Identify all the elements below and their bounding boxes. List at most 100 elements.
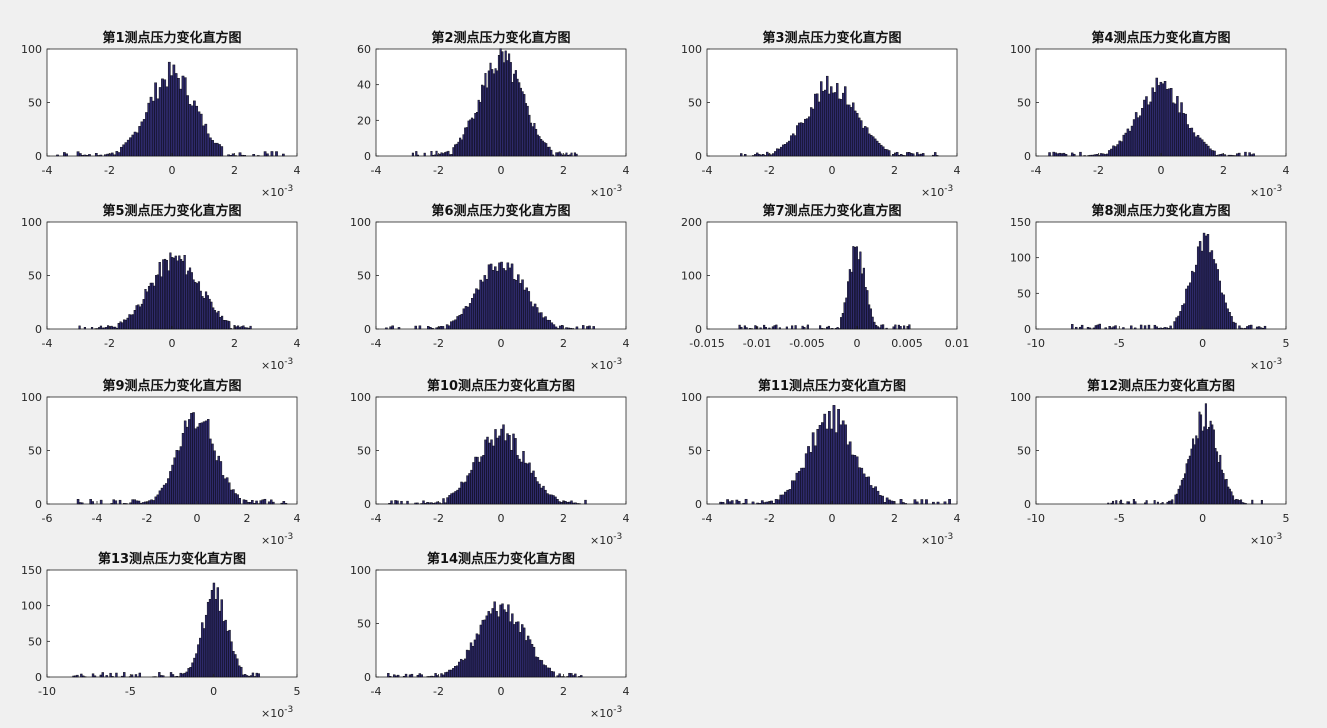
histogram-bar [253, 503, 256, 505]
histogram-bar [446, 497, 449, 505]
histogram-bar [465, 649, 469, 678]
histogram-bar [243, 155, 246, 157]
histogram-bar [454, 144, 457, 157]
histogram-bar [885, 497, 889, 505]
x-tick-label: -6 [42, 512, 53, 525]
y-tick-label: 60 [357, 43, 371, 56]
histogram-bar [827, 411, 831, 505]
histogram-bar [888, 499, 891, 505]
histogram-bar [850, 271, 853, 330]
histogram-bar [778, 148, 781, 157]
histogram-bar [497, 55, 501, 157]
histogram-bar [508, 435, 511, 505]
histogram-bar [162, 675, 165, 678]
histogram-bar [468, 473, 471, 505]
histogram-bar [197, 111, 201, 157]
histogram-bar [906, 152, 909, 157]
histogram-bar [460, 313, 464, 330]
histogram-bar [90, 327, 94, 330]
histogram-bar [118, 499, 122, 505]
histogram-bar [212, 307, 215, 330]
histogram-bar [229, 328, 233, 330]
histogram-bar [1192, 438, 1195, 505]
histogram-bar [464, 127, 467, 157]
histogram-bar [1212, 429, 1215, 505]
histogram-bar [508, 53, 511, 157]
y-tick-label: 0 [364, 150, 371, 163]
histogram-bar [167, 61, 171, 157]
histogram-bar [555, 152, 558, 157]
histogram-bar [1225, 478, 1228, 505]
histogram-bar [523, 289, 526, 330]
histogram-bar [876, 490, 880, 505]
histogram-bar [801, 325, 804, 330]
histogram-bar [1209, 420, 1212, 505]
x-tick-label: -2 [764, 164, 775, 177]
histogram-bar [442, 498, 445, 505]
histogram-bar [1194, 264, 1198, 330]
y-tick-label: 100 [1010, 43, 1031, 56]
histogram-bar [1200, 139, 1204, 157]
histogram-bar [477, 99, 480, 157]
histogram-bar [204, 123, 208, 157]
histogram-bar [76, 499, 80, 505]
histogram-bar [792, 133, 795, 157]
histogram-bar [204, 614, 208, 678]
histogram-bar [775, 324, 778, 330]
histogram-bar [135, 305, 138, 330]
histogram-bar [1206, 429, 1209, 505]
x-tick-label: 4 [623, 512, 630, 525]
histogram-bar [846, 104, 849, 157]
x-tick-label: -2 [433, 337, 444, 350]
histogram-bar [1232, 495, 1235, 505]
histogram-bar [85, 155, 89, 157]
histogram-bar [566, 502, 569, 505]
histogram-bar [838, 328, 841, 330]
histogram-bar [516, 455, 519, 505]
x-tick-label: -4 [371, 512, 382, 525]
histogram-panel-1: 第1测点压力变化直方图 -4 -2 0 2 4 0 50 100 ×10-3 [21, 30, 301, 199]
histogram-bar [1212, 259, 1216, 330]
histogram-bar [798, 122, 801, 157]
histogram-bar [1176, 493, 1179, 505]
histogram-bar [842, 92, 845, 157]
histogram-bar [824, 89, 827, 157]
y-tick-label: 100 [350, 391, 371, 404]
histogram-bar [113, 154, 116, 157]
histogram-bar [820, 81, 823, 157]
histogram-bar [1190, 448, 1193, 505]
histogram-bar [1091, 154, 1095, 157]
histogram-bar [443, 152, 447, 157]
histogram-bar [385, 327, 388, 330]
histogram-bar [898, 154, 901, 157]
histogram-bar [481, 281, 484, 330]
histogram-bar [246, 502, 250, 505]
histogram-bar [140, 303, 144, 330]
histogram-bar [763, 502, 766, 505]
histogram-bar [447, 150, 450, 157]
histogram-bar [529, 122, 533, 157]
histogram-bar [586, 326, 589, 330]
histogram-bar [187, 668, 190, 678]
x-tick-label: -5 [125, 685, 136, 698]
histogram-bar [489, 263, 493, 330]
histogram-bar [852, 246, 855, 330]
histogram-bar [428, 502, 431, 505]
histogram-bar [855, 246, 858, 330]
histogram-bar [786, 142, 789, 157]
histogram-bar [479, 279, 482, 330]
histogram-bar [802, 123, 805, 157]
y-tick-label: 0 [695, 498, 702, 511]
histogram-bar [171, 257, 174, 330]
histogram-bar [1118, 140, 1121, 157]
histogram-bar [424, 503, 427, 505]
x-tick-label: -10 [1027, 512, 1045, 525]
histogram-bar [506, 433, 509, 505]
histogram-bar [796, 125, 799, 157]
histogram-bar [199, 637, 202, 678]
x-tick-label: 4 [294, 164, 301, 177]
histogram-bar [460, 139, 463, 157]
x-tick-label: 2 [891, 512, 898, 525]
histogram-bar [149, 282, 152, 330]
histogram-bar [522, 627, 526, 678]
